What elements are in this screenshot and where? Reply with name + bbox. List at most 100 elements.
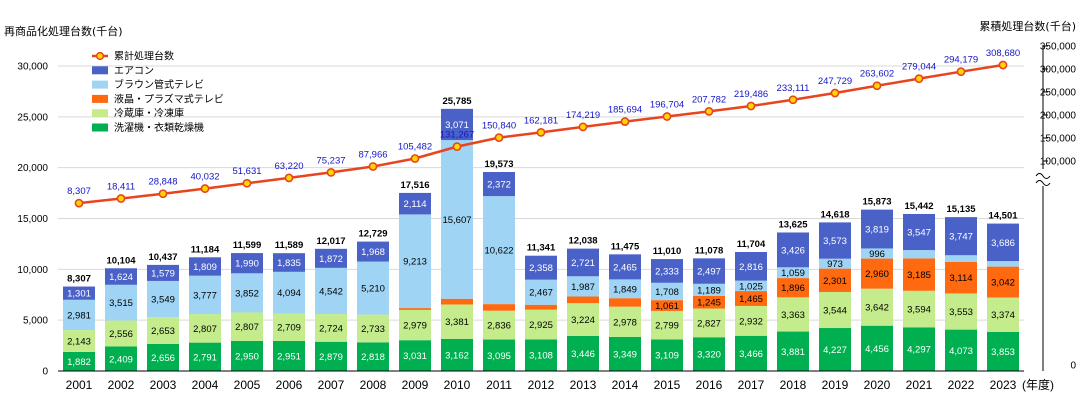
bar-segment (777, 267, 809, 279)
bar-segment (693, 283, 725, 296)
year-suffix: (年度) (1022, 377, 1054, 392)
bar-segment (987, 297, 1019, 332)
bar-segment (987, 331, 1019, 371)
bar-segment (189, 314, 221, 343)
bar-segment (861, 288, 893, 326)
bar-segment (693, 295, 725, 309)
segment-label: 1,809 (193, 262, 217, 273)
cumulative-point (452, 142, 462, 152)
segment-label: 2,372 (487, 180, 511, 191)
total-label: 11,341 (527, 243, 556, 254)
segment-label: 2,827 (697, 318, 721, 329)
x-tick-label: 2017 (738, 378, 765, 392)
bar-segment (693, 337, 725, 371)
segment-label: 3,109 (655, 351, 679, 362)
left-tick-label: 10,000 (17, 265, 48, 276)
x-tick-label: 2022 (948, 378, 975, 392)
total-label: 11,078 (695, 245, 724, 256)
bar-segment (525, 339, 557, 371)
bar-segment (189, 257, 221, 276)
segment-label: 3,349 (613, 349, 637, 360)
legend-label: エアコン (114, 66, 154, 77)
segment-label: 973 (827, 259, 843, 270)
cumulative-point (536, 127, 546, 137)
bar-segment (777, 278, 809, 298)
bar-segment (399, 308, 431, 310)
left-tick-label: 0 (42, 367, 48, 378)
total-label: 11,010 (653, 246, 682, 257)
bar-segment (105, 268, 137, 285)
bar-segment (819, 291, 851, 329)
x-tick-label: 2015 (654, 378, 681, 392)
cumulative-label: 75,237 (316, 155, 345, 166)
segment-label: 2,879 (319, 352, 343, 363)
cumulative-label: 174,219 (566, 110, 600, 121)
bar-segment (903, 290, 935, 328)
bar-segment (63, 286, 95, 300)
left-tick-label: 25,000 (17, 112, 48, 123)
bar-segment (651, 282, 683, 301)
bar-segment (903, 258, 935, 291)
cumulative-label: 219,486 (734, 89, 768, 100)
bar-segment (567, 276, 599, 297)
x-tick-label: 2004 (192, 378, 219, 392)
cumulative-label: 131,267 (440, 130, 474, 141)
total-label: 15,135 (946, 204, 976, 215)
cumulative-point (956, 67, 966, 77)
bar-segment (105, 346, 137, 371)
segment-label: 3,544 (823, 306, 847, 317)
segment-label: 2,951 (277, 351, 301, 362)
right-tick-label: 200,000 (1040, 111, 1077, 122)
segment-label: 2,950 (235, 352, 259, 363)
x-tick-label: 2001 (66, 378, 93, 392)
segment-label: 4,094 (277, 288, 301, 299)
cumulative-label: 87,966 (358, 150, 387, 161)
bar-segment (861, 258, 893, 289)
cumulative-label: 279,044 (902, 62, 936, 73)
bar-segment (147, 264, 179, 281)
cumulative-label: 294,179 (944, 55, 978, 66)
bar-segment (945, 217, 977, 256)
bar-segment (651, 339, 683, 371)
bar-segment (399, 309, 431, 341)
right-tick-label: 350,000 (1040, 42, 1077, 53)
bar-segment (441, 338, 473, 371)
bar-segment (609, 254, 641, 280)
segment-label: 1,189 (697, 285, 721, 296)
bar-segment (525, 255, 557, 280)
segment-label: 1,025 (739, 281, 763, 292)
segment-label: 3,095 (487, 351, 511, 362)
segment-label: 2,818 (361, 352, 385, 363)
segment-label: 4,073 (949, 346, 973, 357)
x-tick-label: 2012 (528, 378, 555, 392)
bar-segment (525, 309, 557, 340)
bar-segment (315, 267, 347, 315)
bar-segment (567, 296, 599, 304)
total-label: 12,038 (568, 236, 597, 247)
bar-segment (609, 298, 641, 307)
segment-label: 3,573 (823, 236, 847, 247)
segment-label: 1,872 (319, 254, 343, 265)
segment-label: 3,162 (445, 350, 469, 361)
bar-segment (861, 248, 893, 259)
x-tick-label: 2008 (360, 378, 387, 392)
segment-label: 3,852 (235, 288, 259, 299)
right-tick-label: 250,000 (1040, 88, 1077, 99)
segment-label: 2,653 (151, 326, 175, 337)
left-tick-label: 20,000 (17, 163, 48, 174)
x-tick-label: 2023 (990, 378, 1017, 392)
cumulative-point (410, 154, 420, 163)
segment-label: 3,071 (445, 120, 469, 131)
bar-segment (399, 214, 431, 309)
bar-segment (651, 300, 683, 311)
left-axis-title: 再商品化処理台数(千台) (4, 24, 123, 38)
x-tick-label: 2007 (318, 378, 345, 392)
right-tick-label: 300,000 (1040, 65, 1077, 76)
cumulative-point (788, 95, 798, 105)
left-axis: 0 5,000 10,000 15,000 20,000 25,000 30,000 (17, 62, 48, 378)
segment-label: 1,987 (571, 282, 595, 293)
cumulative-label: 51,631 (232, 166, 261, 177)
segment-label: 1,059 (781, 268, 805, 279)
segment-label: 2,981 (67, 310, 91, 321)
segment-label: 3,381 (445, 317, 469, 328)
